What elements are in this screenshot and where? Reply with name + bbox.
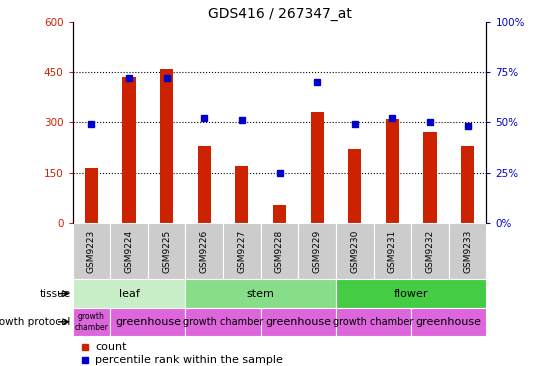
Text: greenhouse: greenhouse <box>266 317 331 327</box>
Bar <box>160 69 173 223</box>
Text: growth chamber: growth chamber <box>333 317 414 327</box>
Bar <box>336 223 373 280</box>
Text: GSM9233: GSM9233 <box>463 229 472 273</box>
Bar <box>223 223 260 280</box>
Text: percentile rank within the sample: percentile rank within the sample <box>96 355 283 365</box>
Bar <box>348 149 361 223</box>
Text: growth chamber: growth chamber <box>183 317 263 327</box>
Text: GSM9224: GSM9224 <box>125 229 134 273</box>
Text: count: count <box>96 341 127 351</box>
Text: GSM9232: GSM9232 <box>425 229 434 273</box>
Bar <box>260 223 299 280</box>
Text: greenhouse: greenhouse <box>115 317 181 327</box>
Text: GSM9229: GSM9229 <box>312 229 321 273</box>
Text: growth protocol: growth protocol <box>0 317 71 327</box>
Bar <box>85 168 98 223</box>
Bar <box>299 223 336 280</box>
Text: GSM9231: GSM9231 <box>388 229 397 273</box>
Bar <box>423 132 437 223</box>
Bar <box>311 112 324 223</box>
Bar <box>186 280 336 308</box>
Bar <box>122 77 136 223</box>
Bar <box>235 166 248 223</box>
Title: GDS416 / 267347_at: GDS416 / 267347_at <box>207 7 352 21</box>
Text: GSM9225: GSM9225 <box>162 229 171 273</box>
Bar <box>73 280 186 308</box>
Bar <box>411 308 486 336</box>
Bar <box>373 223 411 280</box>
Bar <box>273 205 286 223</box>
Bar <box>73 223 110 280</box>
Bar <box>186 308 260 336</box>
Bar <box>461 146 474 223</box>
Text: GSM9230: GSM9230 <box>350 229 359 273</box>
Text: stem: stem <box>247 288 274 299</box>
Bar <box>73 308 110 336</box>
Bar <box>336 280 486 308</box>
Text: GSM9227: GSM9227 <box>238 229 247 273</box>
Text: GSM9223: GSM9223 <box>87 229 96 273</box>
Bar <box>148 223 186 280</box>
Bar <box>336 308 411 336</box>
Bar <box>449 223 486 280</box>
Text: leaf: leaf <box>119 288 140 299</box>
Bar <box>186 223 223 280</box>
Bar <box>110 308 186 336</box>
Bar <box>198 146 211 223</box>
Bar <box>386 119 399 223</box>
Text: greenhouse: greenhouse <box>416 317 482 327</box>
Bar <box>260 308 336 336</box>
Text: tissue: tissue <box>40 288 71 299</box>
Text: GSM9226: GSM9226 <box>200 229 209 273</box>
Text: growth
chamber: growth chamber <box>74 312 108 332</box>
Text: GSM9228: GSM9228 <box>275 229 284 273</box>
Text: flower: flower <box>394 288 428 299</box>
Bar <box>411 223 449 280</box>
Bar <box>110 223 148 280</box>
